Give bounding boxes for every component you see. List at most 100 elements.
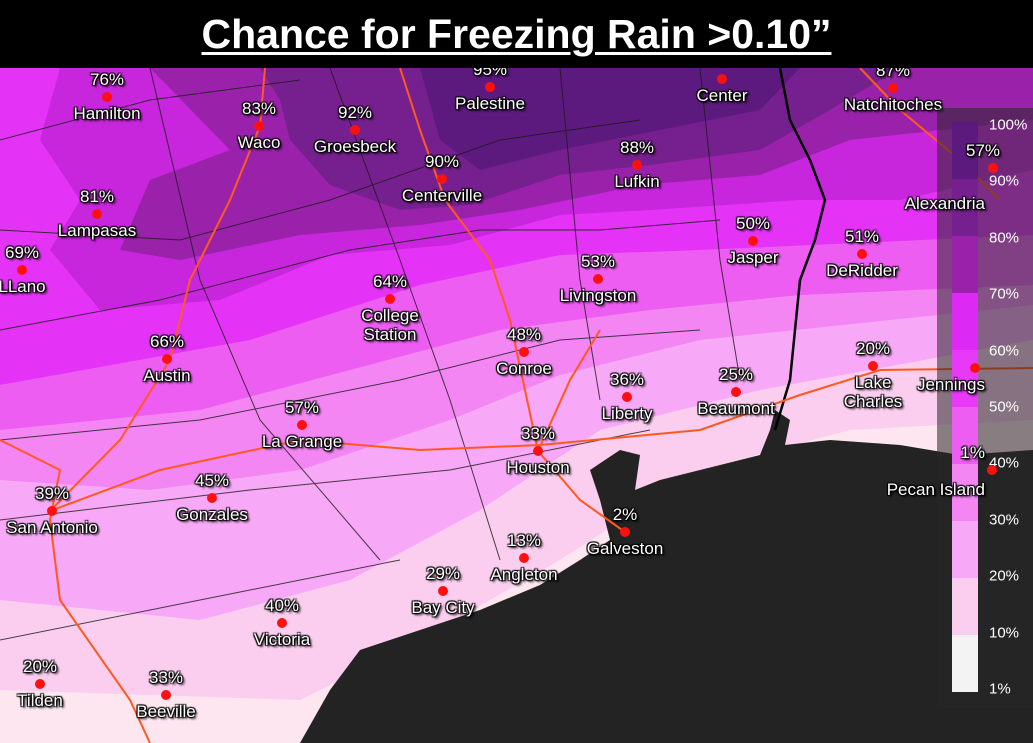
city-name: Angleton bbox=[490, 565, 558, 584]
city-name: Alexandria bbox=[904, 194, 985, 213]
freezing-rain-map: 76% Hamilton 83% Waco 92% Groesbeck 95% Pale… bbox=[0, 68, 1033, 743]
city-name: Liberty bbox=[601, 404, 653, 423]
legend-swatch-90 bbox=[952, 179, 978, 236]
city-value: 20% bbox=[855, 339, 891, 358]
city-dot bbox=[519, 347, 529, 357]
map-title: Chance for Freezing Rain >0.10” bbox=[201, 10, 832, 57]
city-name: Hamilton bbox=[73, 104, 141, 123]
city-value: 25% bbox=[718, 365, 754, 384]
city-dot bbox=[632, 160, 642, 170]
city-dot bbox=[17, 265, 27, 275]
city-value: 90% bbox=[424, 152, 460, 171]
legend-label: 90% bbox=[989, 172, 1020, 190]
legend-swatch-30 bbox=[952, 521, 978, 578]
city-name: Houston bbox=[506, 458, 570, 477]
city-dot bbox=[731, 387, 741, 397]
legend-label: 30% bbox=[989, 511, 1020, 529]
city-dot bbox=[277, 618, 287, 628]
city-value: 2% bbox=[612, 505, 638, 524]
city-value: 87% bbox=[875, 68, 911, 80]
map-canvas bbox=[0, 68, 1033, 743]
city-value: 50% bbox=[735, 214, 771, 233]
legend-label: 10% bbox=[989, 624, 1020, 642]
city-name: Livingston bbox=[559, 286, 637, 305]
city-dot bbox=[35, 679, 45, 689]
city-dot bbox=[207, 493, 217, 503]
city-value: 69% bbox=[4, 243, 40, 262]
city-name: Jennings bbox=[916, 375, 985, 394]
city-value: 57% bbox=[965, 141, 1001, 160]
city-name: Lake Charles bbox=[843, 373, 903, 411]
legend-label: 60% bbox=[989, 342, 1020, 360]
city-name: Tilden bbox=[17, 691, 63, 710]
legend-label: 50% bbox=[989, 398, 1020, 416]
city-name: Palestine bbox=[455, 94, 525, 113]
city-dot bbox=[868, 361, 878, 371]
city-dot bbox=[717, 74, 727, 84]
city-dot bbox=[350, 125, 360, 135]
city-name: College Station bbox=[361, 306, 419, 344]
city-name: Austin bbox=[143, 366, 191, 385]
city-value: 53% bbox=[580, 252, 616, 271]
city-dot bbox=[438, 586, 448, 596]
legend-swatch-100 bbox=[952, 122, 978, 179]
city-value: 36% bbox=[609, 370, 645, 389]
city-name: Beaumont bbox=[697, 399, 775, 418]
city-value: 88% bbox=[619, 138, 655, 157]
city-dot bbox=[988, 163, 998, 173]
city-name: Galveston bbox=[586, 539, 664, 558]
legend-color-bar bbox=[952, 122, 978, 692]
city-value: 95% bbox=[472, 68, 508, 79]
city-dot bbox=[620, 527, 630, 537]
city-value: 51% bbox=[844, 227, 880, 246]
city-name: LLano bbox=[0, 277, 46, 296]
legend-label: 80% bbox=[989, 229, 1020, 247]
city-dot bbox=[385, 294, 395, 304]
city-value: 64% bbox=[372, 272, 408, 291]
city-name: Lufkin bbox=[614, 172, 660, 191]
legend-swatch-80 bbox=[952, 236, 978, 293]
city-value: 92% bbox=[337, 103, 373, 122]
city-name: Bay City bbox=[411, 598, 475, 617]
city-dot bbox=[485, 82, 495, 92]
city-dot bbox=[593, 274, 603, 284]
city-name: Gonzales bbox=[176, 505, 248, 524]
city-name: La Grange bbox=[261, 432, 343, 451]
legend-swatch-70 bbox=[952, 293, 978, 350]
city-value: 48% bbox=[506, 325, 542, 344]
city-value: 45% bbox=[194, 471, 230, 490]
city-name: DeRidder bbox=[826, 261, 898, 280]
city-value: 33% bbox=[148, 668, 184, 687]
city-name: Natchitoches bbox=[843, 95, 943, 114]
city-name: Beeville bbox=[136, 702, 196, 721]
city-name: Center bbox=[696, 86, 748, 105]
city-dot bbox=[92, 209, 102, 219]
city-value: 57% bbox=[284, 398, 320, 417]
city-name: San Antonio bbox=[6, 518, 98, 537]
city-dot bbox=[888, 83, 898, 93]
legend-swatch-60 bbox=[952, 350, 978, 407]
city-name: Conroe bbox=[496, 359, 552, 378]
gulf-of-mexico bbox=[300, 410, 1033, 743]
city-dot bbox=[162, 354, 172, 364]
city-dot bbox=[102, 92, 112, 102]
city-dot bbox=[748, 236, 758, 246]
city-dot bbox=[970, 363, 980, 373]
city-value: 76% bbox=[89, 70, 125, 89]
city-dot bbox=[161, 690, 171, 700]
city-value: 66% bbox=[149, 332, 185, 351]
legend-label: 70% bbox=[989, 285, 1020, 303]
zone-100 bbox=[420, 68, 800, 170]
header: Chance for Freezing Rain >0.10” bbox=[0, 0, 1033, 68]
city-value: 1% bbox=[960, 443, 985, 462]
city-value: 20% bbox=[22, 657, 58, 676]
state-border bbox=[773, 68, 827, 431]
city-dot bbox=[519, 553, 529, 563]
city-value: 40% bbox=[264, 596, 300, 615]
city-name: Waco bbox=[237, 133, 281, 152]
city-name: Pecan Island bbox=[886, 480, 985, 499]
city-value: 29% bbox=[425, 564, 461, 583]
city-value: 83% bbox=[241, 99, 277, 118]
city-value: 39% bbox=[34, 484, 70, 503]
city-dot bbox=[622, 392, 632, 402]
